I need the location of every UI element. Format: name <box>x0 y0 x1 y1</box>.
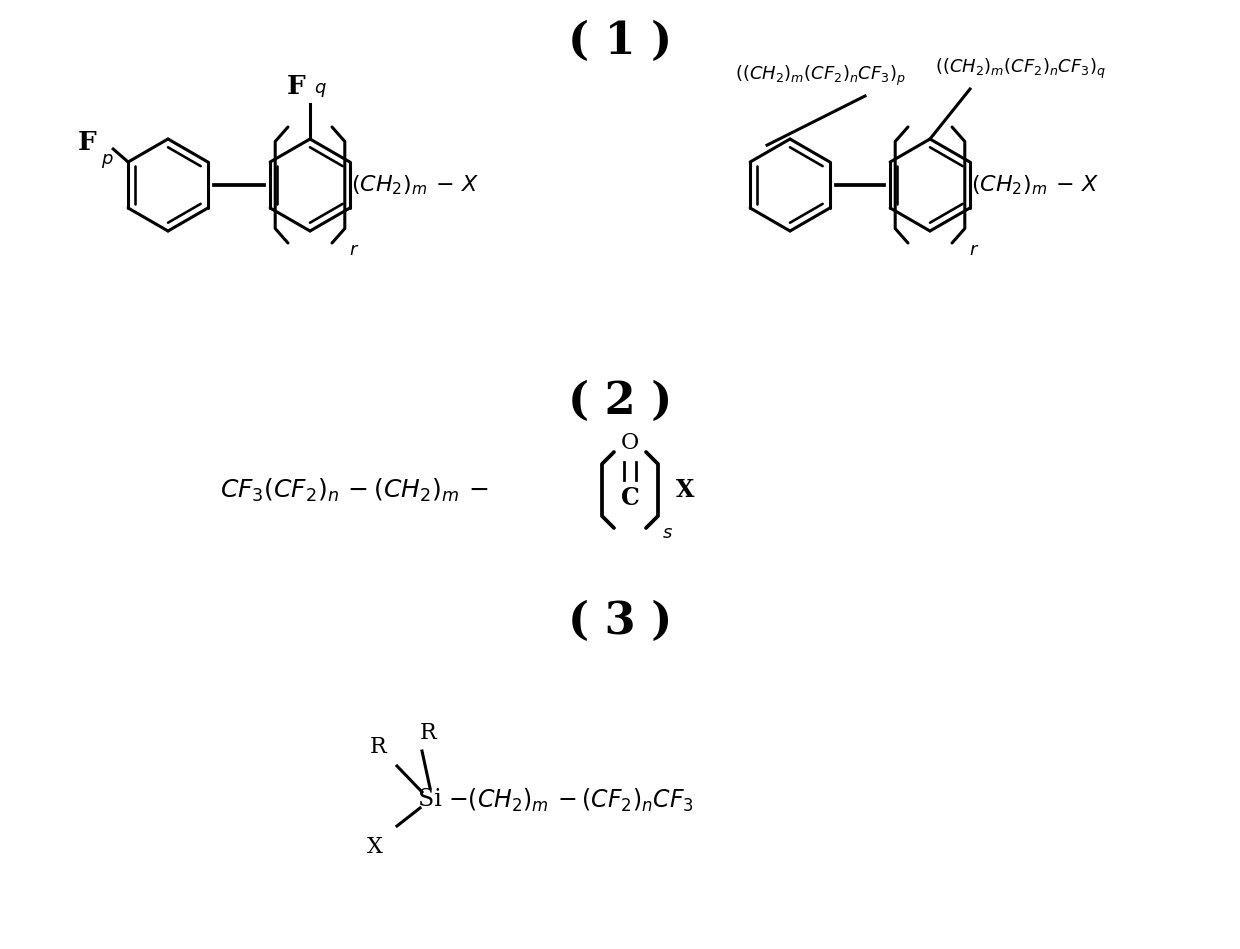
Text: $p$: $p$ <box>102 152 114 170</box>
Text: ( 3 ): ( 3 ) <box>568 600 672 643</box>
Text: ( 2 ): ( 2 ) <box>568 380 672 423</box>
Text: X: X <box>367 836 383 858</box>
Text: ( 1 ): ( 1 ) <box>568 20 672 63</box>
Text: $((CH_2)_m(CF_2)_nCF_3)_p$: $((CH_2)_m(CF_2)_nCF_3)_p$ <box>735 64 906 88</box>
Text: F: F <box>77 129 97 155</box>
Text: O: O <box>621 432 639 454</box>
Text: $CF_3(CF_2)_n\,-(CH_2)_m\,-$: $CF_3(CF_2)_n\,-(CH_2)_m\,-$ <box>219 476 489 504</box>
Text: Si: Si <box>418 789 441 811</box>
Text: $q$: $q$ <box>314 81 327 99</box>
Text: R: R <box>419 722 436 744</box>
Text: $s$: $s$ <box>662 524 673 542</box>
Text: C: C <box>621 486 640 510</box>
Text: $((CH_2)_m(CF_2)_nCF_3)_q$: $((CH_2)_m(CF_2)_nCF_3)_q$ <box>935 57 1106 81</box>
Text: X: X <box>676 478 694 502</box>
Text: R: R <box>370 736 387 758</box>
Text: $-(CH_2)_m\,-(CF_2)_nCF_3$: $-(CH_2)_m\,-(CF_2)_nCF_3$ <box>448 787 694 813</box>
Text: $(CH_2)_m\,-\,X$: $(CH_2)_m\,-\,X$ <box>351 174 479 196</box>
Text: $r$: $r$ <box>348 241 360 259</box>
Text: F: F <box>286 74 305 99</box>
Text: $(CH_2)_m\,-\,X$: $(CH_2)_m\,-\,X$ <box>971 174 1099 196</box>
Text: $r$: $r$ <box>968 241 980 259</box>
